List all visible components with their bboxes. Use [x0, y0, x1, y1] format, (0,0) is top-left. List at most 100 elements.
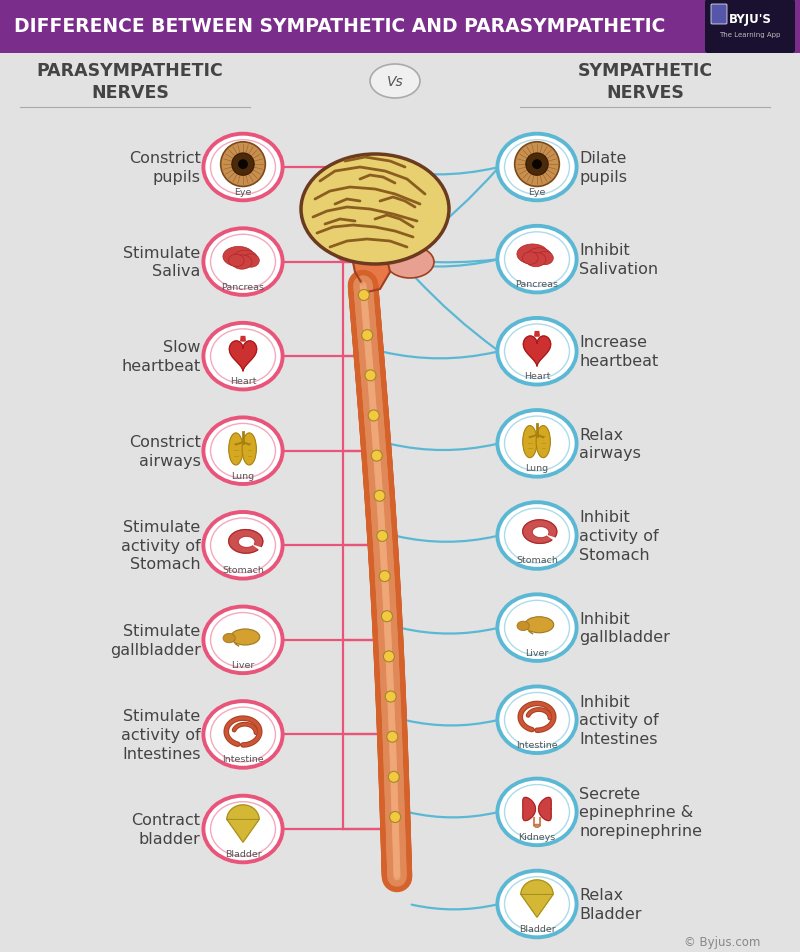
- Text: Relax
Bladder: Relax Bladder: [579, 887, 642, 921]
- Ellipse shape: [203, 607, 282, 673]
- FancyBboxPatch shape: [0, 0, 800, 54]
- Ellipse shape: [242, 254, 259, 268]
- Text: Liver: Liver: [231, 660, 254, 669]
- Ellipse shape: [536, 252, 554, 266]
- Text: Heart: Heart: [230, 377, 256, 386]
- Ellipse shape: [203, 418, 282, 485]
- Text: Dilate
pupils: Dilate pupils: [579, 151, 627, 185]
- Polygon shape: [523, 798, 535, 821]
- Ellipse shape: [233, 251, 258, 268]
- Circle shape: [532, 160, 542, 169]
- Ellipse shape: [498, 410, 577, 477]
- Circle shape: [386, 691, 396, 703]
- Polygon shape: [227, 805, 259, 843]
- FancyBboxPatch shape: [711, 5, 727, 25]
- Polygon shape: [230, 342, 257, 371]
- Polygon shape: [229, 530, 263, 553]
- Text: Stomach: Stomach: [516, 556, 558, 565]
- Ellipse shape: [517, 622, 530, 631]
- Ellipse shape: [386, 247, 434, 279]
- Circle shape: [379, 571, 390, 582]
- Text: BYJU'S: BYJU'S: [729, 13, 771, 27]
- Text: SYMPATHETIC
NERVES: SYMPATHETIC NERVES: [578, 62, 713, 102]
- Text: Inhibit
gallbladder: Inhibit gallbladder: [579, 611, 670, 645]
- Ellipse shape: [232, 256, 252, 270]
- Circle shape: [238, 160, 248, 169]
- Ellipse shape: [522, 252, 538, 265]
- Text: Secrete
epinephrine &
norepinephrine: Secrete epinephrine & norepinephrine: [579, 786, 702, 838]
- Ellipse shape: [203, 702, 282, 768]
- Circle shape: [371, 450, 382, 462]
- Ellipse shape: [203, 796, 282, 863]
- Circle shape: [362, 330, 373, 342]
- Text: Bladder: Bladder: [225, 849, 262, 858]
- Text: Constrict
pupils: Constrict pupils: [129, 151, 201, 185]
- Ellipse shape: [536, 426, 550, 458]
- Ellipse shape: [498, 134, 577, 201]
- Circle shape: [377, 531, 388, 542]
- Text: Intestine: Intestine: [516, 740, 558, 749]
- Ellipse shape: [230, 629, 260, 645]
- Ellipse shape: [301, 155, 449, 265]
- Ellipse shape: [498, 871, 577, 938]
- Polygon shape: [521, 880, 553, 917]
- Circle shape: [368, 410, 379, 422]
- Text: Stimulate
activity of
Intestines: Stimulate activity of Intestines: [121, 708, 201, 761]
- Polygon shape: [534, 332, 539, 337]
- Text: Inhibit
Salivation: Inhibit Salivation: [579, 243, 658, 277]
- Circle shape: [387, 731, 398, 743]
- Text: Relax
airways: Relax airways: [579, 427, 642, 461]
- Polygon shape: [345, 240, 390, 292]
- Ellipse shape: [203, 324, 282, 390]
- Text: Lung: Lung: [231, 471, 254, 480]
- Text: DIFFERENCE BETWEEN SYMPATHETIC AND PARASYMPATHETIC: DIFFERENCE BETWEEN SYMPATHETIC AND PARAS…: [14, 17, 666, 36]
- Text: Bladder: Bladder: [518, 924, 555, 933]
- Circle shape: [383, 651, 394, 663]
- Text: Stimulate
activity of
Stomach: Stimulate activity of Stomach: [121, 520, 201, 572]
- Ellipse shape: [525, 617, 554, 633]
- Text: Eye: Eye: [528, 188, 546, 197]
- Text: Contract
bladder: Contract bladder: [131, 812, 201, 846]
- Text: Kidneys: Kidneys: [518, 832, 556, 841]
- Circle shape: [232, 154, 254, 176]
- Circle shape: [358, 290, 370, 301]
- Text: Pancreas: Pancreas: [222, 282, 265, 291]
- Text: Inhibit
activity of
Stomach: Inhibit activity of Stomach: [579, 510, 659, 562]
- Text: Intestine: Intestine: [222, 755, 264, 764]
- Circle shape: [514, 143, 559, 188]
- Circle shape: [388, 771, 399, 783]
- Text: The Learning App: The Learning App: [719, 32, 781, 38]
- Ellipse shape: [498, 595, 577, 662]
- Ellipse shape: [498, 503, 577, 569]
- Circle shape: [382, 611, 393, 622]
- Text: Vs: Vs: [386, 75, 403, 89]
- Ellipse shape: [522, 426, 537, 458]
- Ellipse shape: [517, 245, 548, 265]
- Ellipse shape: [203, 134, 282, 201]
- Text: Lung: Lung: [526, 464, 549, 473]
- Ellipse shape: [660, 0, 720, 54]
- Ellipse shape: [527, 248, 551, 266]
- Text: Increase
heartbeat: Increase heartbeat: [579, 335, 658, 368]
- Text: Eye: Eye: [234, 188, 252, 197]
- Text: Pancreas: Pancreas: [515, 280, 558, 288]
- Polygon shape: [522, 521, 557, 544]
- Polygon shape: [523, 337, 550, 367]
- Text: Liver: Liver: [526, 648, 549, 657]
- Circle shape: [221, 143, 266, 188]
- Text: PARASYMPATHETIC
NERVES: PARASYMPATHETIC NERVES: [37, 62, 223, 102]
- Circle shape: [390, 812, 401, 823]
- Ellipse shape: [203, 512, 282, 579]
- Ellipse shape: [203, 229, 282, 295]
- Ellipse shape: [229, 433, 243, 466]
- FancyBboxPatch shape: [705, 0, 795, 54]
- Circle shape: [526, 154, 548, 176]
- Ellipse shape: [370, 65, 420, 99]
- Polygon shape: [241, 337, 246, 342]
- Ellipse shape: [534, 824, 540, 827]
- Ellipse shape: [498, 779, 577, 845]
- Ellipse shape: [223, 248, 254, 268]
- Text: Stimulate
gallbladder: Stimulate gallbladder: [110, 624, 201, 657]
- Text: Constrict
airways: Constrict airways: [129, 434, 201, 468]
- Circle shape: [365, 370, 376, 382]
